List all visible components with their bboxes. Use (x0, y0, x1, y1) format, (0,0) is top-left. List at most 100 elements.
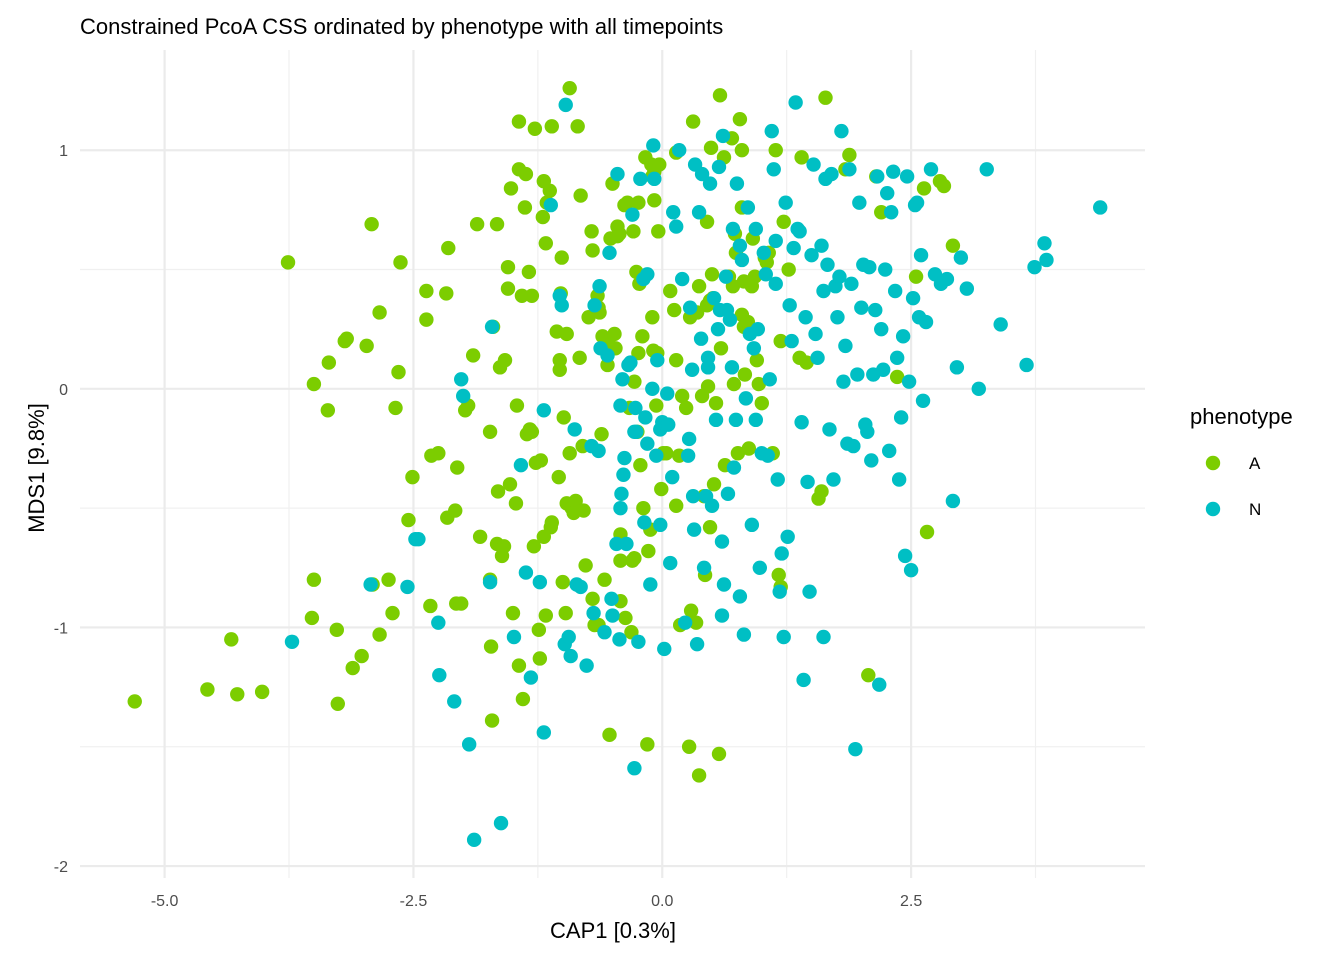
point-A (730, 446, 746, 461)
point-N (760, 448, 775, 463)
point-N (631, 634, 646, 649)
point-N (722, 312, 738, 327)
point-A (704, 267, 720, 282)
point-A (515, 691, 531, 707)
point-N (776, 629, 791, 645)
point-N (543, 197, 558, 213)
point-N (756, 245, 771, 261)
point-A (688, 615, 704, 630)
point-N (794, 415, 809, 430)
point-N (732, 589, 748, 604)
point-A (740, 314, 756, 330)
point-A (538, 608, 554, 623)
point-A (538, 236, 554, 251)
point-N (808, 326, 823, 342)
point-A (200, 682, 215, 697)
point-A (936, 178, 952, 194)
point-A (450, 460, 465, 475)
point-N (870, 169, 885, 184)
point-N (729, 176, 745, 191)
point-N (554, 298, 569, 313)
point-A (945, 238, 961, 253)
point-N (513, 457, 529, 473)
point-A (500, 259, 516, 275)
point-A (524, 288, 540, 303)
point-N (893, 410, 909, 425)
point-A (794, 150, 809, 165)
point-A (359, 338, 374, 354)
point-N (909, 195, 925, 210)
point-N (660, 386, 675, 401)
point-A (919, 524, 935, 540)
point-N (627, 761, 642, 776)
point-A (734, 143, 750, 158)
point-N (600, 348, 615, 363)
point-A (737, 367, 753, 382)
point-A (381, 572, 396, 587)
point-A (645, 310, 660, 325)
point-N (758, 267, 773, 282)
point-A (431, 446, 446, 461)
point-A (542, 183, 557, 198)
point-N (903, 562, 919, 578)
point-A (345, 660, 360, 676)
point-N (897, 548, 913, 564)
point-N (880, 185, 895, 201)
point-A (532, 651, 548, 666)
point-A (602, 727, 617, 743)
point-A (518, 166, 534, 182)
point-A (544, 119, 559, 134)
point-N (657, 641, 672, 657)
point-A (685, 114, 701, 129)
point-N (617, 450, 632, 466)
point-A (490, 484, 506, 499)
point-A (747, 269, 763, 284)
plot-area (80, 50, 1145, 878)
point-N (748, 221, 764, 237)
point-N (810, 350, 825, 366)
point-A (581, 310, 596, 325)
point-A (618, 610, 633, 626)
point-A (500, 281, 516, 296)
point-N (666, 205, 681, 220)
point-N (915, 393, 931, 408)
point-A (641, 543, 656, 559)
point-N (573, 579, 588, 595)
point-A (683, 603, 699, 618)
point-N (623, 355, 638, 370)
point-A (726, 376, 742, 392)
point-N (466, 832, 482, 848)
point-A (842, 147, 857, 163)
point-N (645, 381, 660, 397)
point-A (224, 632, 239, 647)
point-A (612, 226, 627, 241)
point-A (702, 520, 718, 535)
point-A (861, 667, 876, 683)
point-N (702, 176, 718, 191)
point-N (762, 372, 777, 387)
point-A (472, 529, 488, 544)
point-N (864, 453, 879, 468)
point-A (454, 596, 469, 611)
point-A (393, 255, 408, 270)
point-N (643, 577, 658, 592)
point-A (372, 305, 387, 320)
point-A (127, 694, 142, 709)
point-N (945, 493, 961, 509)
point-N (862, 259, 877, 275)
point-A (572, 350, 587, 366)
point-N (614, 486, 629, 502)
point-N (693, 331, 709, 346)
point-A (674, 388, 690, 404)
point-A (607, 326, 622, 342)
point-N (680, 448, 696, 463)
point-N (609, 536, 624, 552)
point-N (710, 321, 726, 337)
point-N (905, 290, 921, 306)
point-N (772, 584, 787, 599)
point-N (615, 372, 630, 387)
point-N (602, 245, 617, 261)
point-N (493, 815, 509, 831)
point-N (640, 267, 655, 282)
